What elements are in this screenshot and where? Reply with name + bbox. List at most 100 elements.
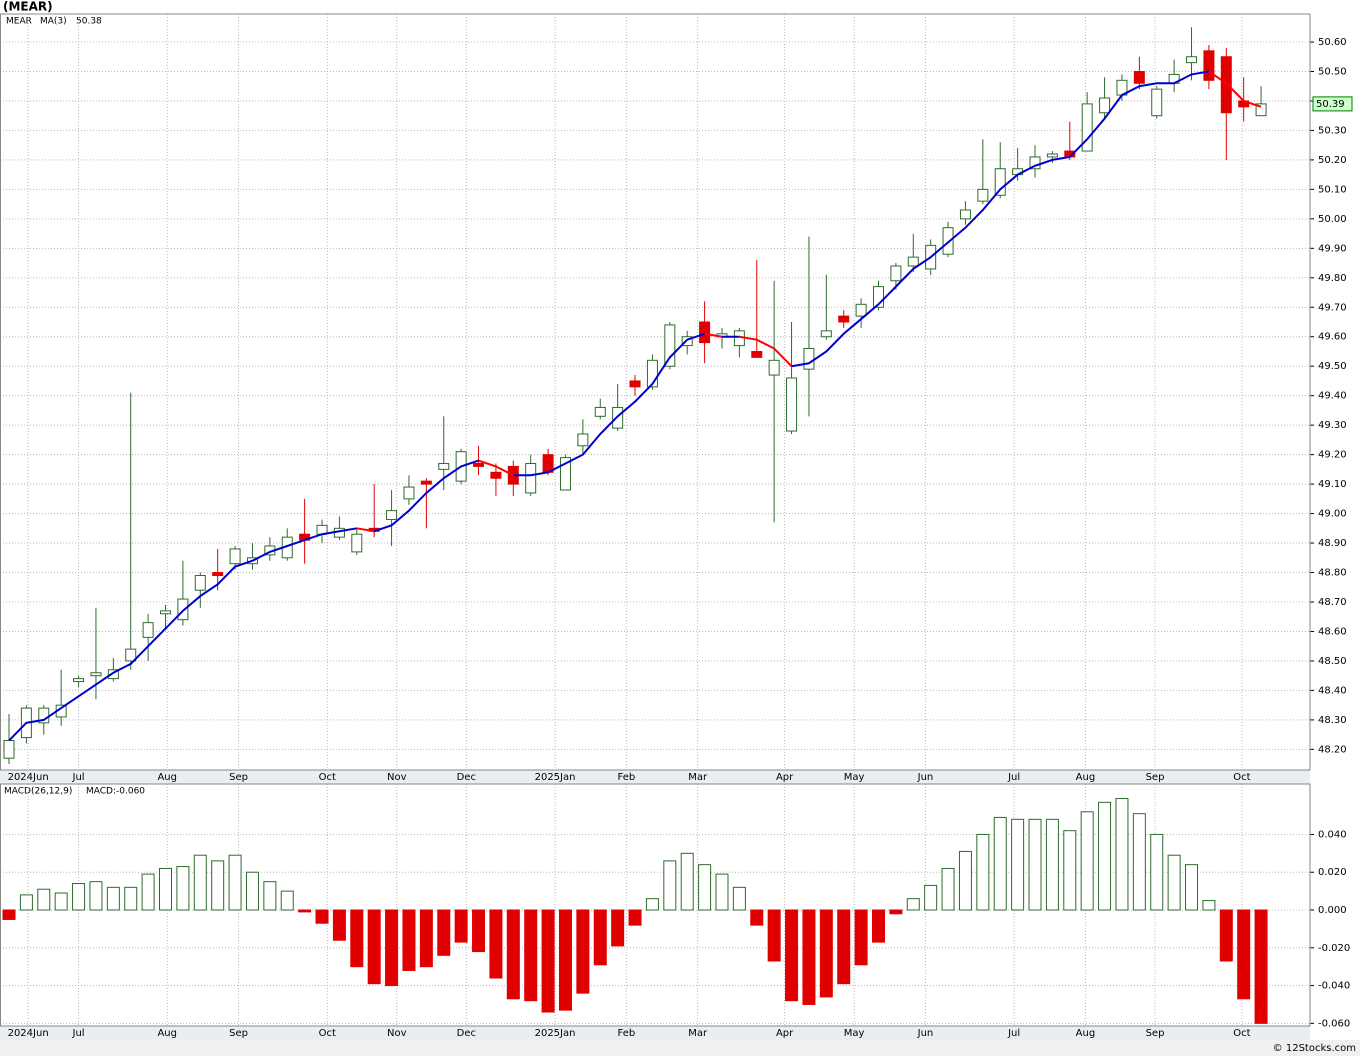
x-tick-label: Oct: [319, 1028, 336, 1039]
y-tick-label: -0.060: [1318, 1018, 1350, 1029]
macd-bar: [37, 888, 51, 911]
macd-bar: [889, 909, 903, 915]
macd-bar: [819, 909, 833, 998]
x-tick-label: Nov: [387, 772, 407, 783]
candle-body: [1046, 153, 1058, 158]
y-tick-label: 50.60: [1318, 37, 1347, 48]
candle-body: [1099, 97, 1111, 114]
candle-body: [699, 321, 711, 344]
macd-bar: [1202, 900, 1216, 911]
y-tick-label: 48.80: [1318, 568, 1347, 579]
candle-body: [629, 380, 641, 388]
plot-frame: [0, 783, 1311, 1027]
plot-frame: [0, 13, 1311, 771]
macd-bar: [993, 816, 1007, 911]
x-tick-label: Jun: [917, 772, 934, 783]
x-tick-label: Feb: [617, 1028, 635, 1039]
candle-body: [90, 672, 102, 677]
y-tick-label: 49.50: [1318, 361, 1347, 372]
candle-body: [768, 359, 780, 376]
macd-bar: [785, 909, 799, 1002]
macd-bar: [732, 886, 746, 911]
x-axis-band: [0, 1026, 1310, 1040]
y-tick-label: 48.60: [1318, 626, 1347, 637]
macd-bar: [698, 864, 712, 911]
macd-bar: [767, 909, 781, 962]
candle-body: [1029, 156, 1041, 170]
candle-body: [351, 533, 363, 553]
x-tick-label: Dec: [457, 772, 476, 783]
last-price-label: 50.39: [1316, 99, 1345, 110]
y-tick-label: 50.30: [1318, 125, 1347, 136]
y-tick-label: 50.10: [1318, 184, 1347, 195]
y-tick-label: 49.40: [1318, 391, 1347, 402]
macd-bar: [593, 909, 607, 966]
y-tick-label: 49.90: [1318, 243, 1347, 254]
candle-body: [855, 303, 867, 317]
y-tick-label: 50.50: [1318, 66, 1347, 77]
y-tick-label: 0.000: [1318, 905, 1347, 916]
candle-body: [1186, 56, 1198, 64]
ma-line: [356, 527, 375, 533]
macd-bar: [1045, 818, 1059, 911]
x-tick-label: Apr: [776, 1028, 794, 1039]
candle-body: [1081, 103, 1093, 152]
macd-bar: [1011, 818, 1025, 911]
candle-body: [177, 598, 189, 621]
candle-body: [942, 227, 954, 255]
candle-body: [594, 406, 606, 417]
x-tick-label: Aug: [1076, 1028, 1096, 1039]
y-tick-label: 48.90: [1318, 538, 1347, 549]
macd-bar: [1185, 864, 1199, 911]
macd-bar: [558, 909, 572, 1011]
macd-bar: [958, 850, 972, 911]
macd-bar: [1219, 909, 1233, 962]
candle-body: [1203, 50, 1215, 81]
x-tick-label: Mar: [688, 772, 708, 783]
macd-bar: [211, 860, 225, 911]
macd-bar: [2, 909, 16, 920]
macd-bar: [72, 883, 86, 911]
macd-bar: [385, 909, 399, 987]
candle-body: [438, 462, 450, 470]
ma-line: [704, 332, 723, 338]
legend-entry: MA(3): [40, 17, 67, 27]
candle-body: [194, 574, 206, 591]
macd-bar: [298, 909, 312, 913]
macd-bar: [611, 909, 625, 947]
candle-body: [473, 462, 485, 467]
macd-bar: [228, 854, 242, 911]
macd-bar: [54, 892, 68, 911]
candle-body: [160, 610, 172, 615]
macd-bar: [159, 867, 173, 911]
candle-body: [577, 433, 589, 447]
x-tick-label: Sep: [229, 772, 248, 783]
y-tick-label: 50.20: [1318, 155, 1347, 166]
panel-value: MACD:-0.060: [86, 787, 145, 797]
ma-line: [1208, 70, 1262, 108]
candle-body: [907, 256, 919, 267]
candle-body: [646, 359, 658, 388]
x-tick-label: Oct: [1233, 1028, 1250, 1039]
x-tick-label: Sep: [1146, 772, 1165, 783]
macd-bar: [437, 909, 451, 956]
macd-bar: [506, 909, 520, 1000]
macd-bar: [750, 909, 764, 926]
macd-bar: [454, 909, 468, 943]
candle-body: [107, 669, 119, 680]
candle-body: [977, 188, 989, 202]
y-tick-label: 48.50: [1318, 656, 1347, 667]
x-tick-label: Mar: [688, 1028, 708, 1039]
candle-body: [229, 548, 241, 565]
candle-body: [681, 336, 693, 347]
candle-body: [803, 348, 815, 370]
candle-body: [1133, 70, 1145, 84]
y-tick-label: 49.70: [1318, 302, 1347, 313]
x-tick-label: Aug: [157, 1028, 177, 1039]
x-tick-label: Oct: [1233, 772, 1250, 783]
candle-body: [820, 330, 832, 338]
macd-bar: [332, 909, 346, 941]
macd-bar: [1167, 854, 1181, 911]
ma-line: [373, 459, 479, 533]
x-tick-label: Aug: [157, 772, 177, 783]
